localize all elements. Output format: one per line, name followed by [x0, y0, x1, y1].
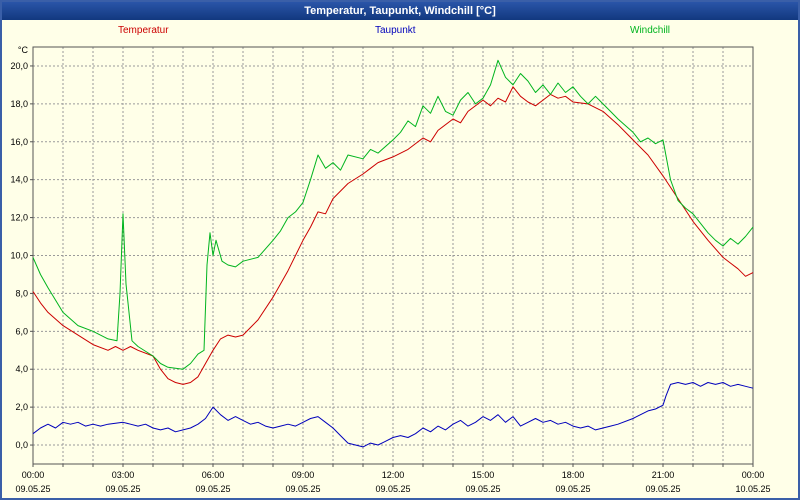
svg-text:8,0: 8,0	[15, 288, 28, 298]
svg-text:0,0: 0,0	[15, 440, 28, 450]
svg-text:16,0: 16,0	[10, 137, 28, 147]
svg-text:09.05.25: 09.05.25	[15, 484, 50, 494]
svg-text:09.05.25: 09.05.25	[105, 484, 140, 494]
svg-text:09:00: 09:00	[292, 470, 315, 480]
svg-text:12,0: 12,0	[10, 213, 28, 223]
svg-text:20,0: 20,0	[10, 61, 28, 71]
svg-text:00:00: 00:00	[22, 470, 45, 480]
window-title: Temperatur, Taupunkt, Windchill [°C]	[304, 5, 496, 17]
svg-text:09.05.25: 09.05.25	[645, 484, 680, 494]
svg-text:10,0: 10,0	[10, 251, 28, 261]
legend-item-windchill: Windchill	[630, 25, 671, 36]
title-bar: Temperatur, Taupunkt, Windchill [°C]	[2, 2, 798, 20]
svg-text:09.05.25: 09.05.25	[555, 484, 590, 494]
legend: Temperatur Taupunkt Windchill	[2, 20, 798, 40]
svg-text:06:00: 06:00	[202, 470, 225, 480]
svg-text:15:00: 15:00	[472, 470, 495, 480]
legend-item-taupunkt: Taupunkt	[375, 25, 416, 36]
svg-text:09.05.25: 09.05.25	[195, 484, 230, 494]
svg-text:18:00: 18:00	[562, 470, 585, 480]
chart-plot: 0,0 2,0 4,0 6,0 8,0 10,0 12,0 14,0 16,0 18,0 20,0 °…	[10, 45, 770, 494]
legend-item-temperatur: Temperatur	[118, 25, 169, 36]
svg-text:09.05.25: 09.05.25	[375, 484, 410, 494]
svg-text:6,0: 6,0	[15, 326, 28, 336]
svg-text:2,0: 2,0	[15, 402, 28, 412]
svg-text:03:00: 03:00	[112, 470, 135, 480]
svg-text:4,0: 4,0	[15, 364, 28, 374]
svg-text:18,0: 18,0	[10, 99, 28, 109]
svg-text:00:00: 00:00	[742, 470, 765, 480]
svg-text:09.05.25: 09.05.25	[465, 484, 500, 494]
svg-text:°C: °C	[18, 45, 29, 55]
svg-text:21:00: 21:00	[652, 470, 675, 480]
svg-text:10.05.25: 10.05.25	[735, 484, 770, 494]
svg-text:09.05.25: 09.05.25	[285, 484, 320, 494]
svg-text:12:00: 12:00	[382, 470, 405, 480]
svg-text:14,0: 14,0	[10, 175, 28, 185]
